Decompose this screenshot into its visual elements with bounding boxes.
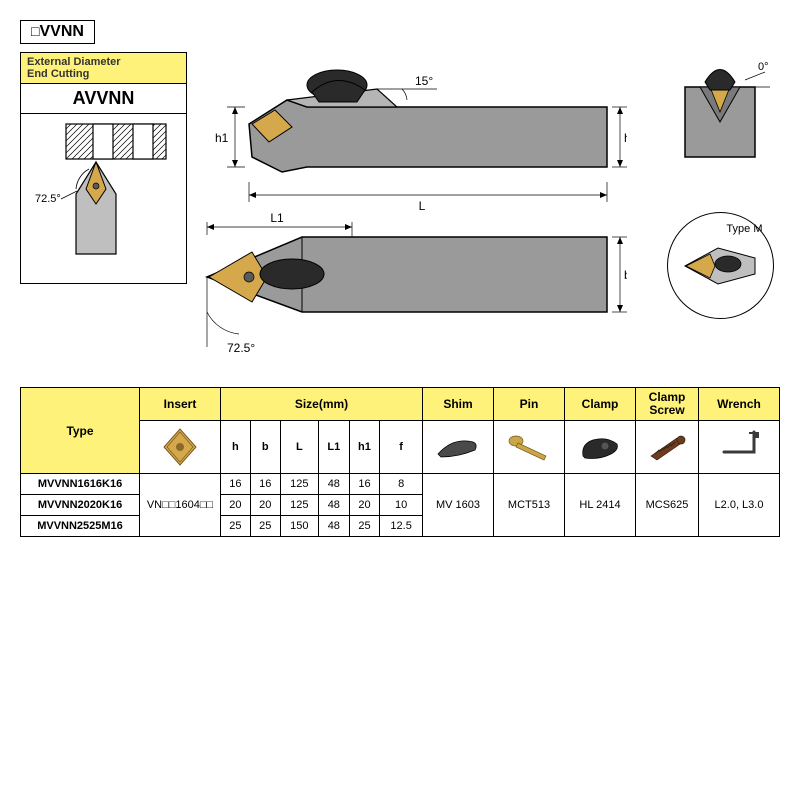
left-ref-panel: External Diameter End Cutting AVVNN [20,52,187,284]
clamp-screw-icon [636,421,699,474]
title-box: □VVNN [20,20,95,44]
sub-f: f [380,421,423,474]
cell-b-2: 25 [250,516,280,537]
insert-icon [140,421,221,474]
type-m-label: Type M [726,223,762,235]
top-angle-label: 15° [415,74,433,88]
th-clamp: Clamp [565,388,636,421]
cell-insert: VN□□1604□□ [140,474,221,537]
sub-h: h [221,421,251,474]
th-insert: Insert [140,388,221,421]
left-header-l2: End Cutting [27,68,180,80]
cell-h1-0: 16 [349,474,380,495]
pin-icon [494,421,565,474]
cell-pin: MCT513 [494,474,565,537]
cell-L1-1: 48 [319,495,350,516]
dim-b: b [624,268,627,282]
type-m-circle: Type M [667,212,774,319]
cell-L1-0: 48 [319,474,350,495]
cell-clamp: HL 2414 [565,474,636,537]
cell-clamp-screw: MCS625 [636,474,699,537]
table-row: MVVNN1616K16 VN□□1604□□ 16 16 125 48 16 … [21,474,780,495]
cell-shim: MV 1603 [423,474,494,537]
sub-L: L [280,421,318,474]
sub-h1: h1 [349,421,380,474]
cell-type-1: MVVNN2020K16 [21,495,140,516]
dim-h: h [624,131,627,145]
th-clamp-screw: Clamp Screw [636,388,699,421]
diagram-area: External Diameter End Cutting AVVNN [20,52,780,372]
cell-type-2: MVVNN2525M16 [21,516,140,537]
spec-table: Type Insert Size(mm) Shim Pin Clamp Clam… [20,387,780,537]
cell-L-1: 125 [280,495,318,516]
th-size: Size(mm) [221,388,423,421]
cell-h1-1: 20 [349,495,380,516]
left-angle: 72.5° [35,193,61,205]
clamp-icon [565,421,636,474]
cell-h1-2: 25 [349,516,380,537]
left-header: External Diameter End Cutting [21,53,186,84]
cell-type-0: MVVNN1616K16 [21,474,140,495]
cell-L1-2: 48 [319,516,350,537]
cell-b-1: 20 [250,495,280,516]
dim-L: L [419,199,426,213]
cell-f-1: 10 [380,495,423,516]
clearance-angle: 0° [758,61,769,73]
bottom-angle-label: 72.5° [227,341,255,355]
sub-L1: L1 [319,421,350,474]
cell-h-0: 16 [221,474,251,495]
dim-L1: L1 [270,211,284,225]
cell-L-2: 150 [280,516,318,537]
th-pin: Pin [494,388,565,421]
sub-b: b [250,421,280,474]
cell-f-2: 12.5 [380,516,423,537]
dim-h1: h1 [215,131,229,145]
main-diagrams: 15° h1 h L [197,52,650,372]
right-diagrams: 0° Type M [660,52,780,372]
cell-f-0: 8 [380,474,423,495]
cell-wrench: L2.0, L3.0 [699,474,780,537]
cell-L-0: 125 [280,474,318,495]
cell-h-1: 20 [221,495,251,516]
left-code: AVVNN [21,84,186,114]
wrench-icon [699,421,780,474]
th-shim: Shim [423,388,494,421]
left-diagram: 72.5° [21,114,186,283]
shim-icon [423,421,494,474]
header-row: Type Insert Size(mm) Shim Pin Clamp Clam… [21,388,780,421]
left-header-l1: External Diameter [27,56,180,68]
cell-b-0: 16 [250,474,280,495]
cell-h-2: 25 [221,516,251,537]
end-view: 0° [670,52,770,172]
th-type: Type [21,388,140,474]
th-wrench: Wrench [699,388,780,421]
